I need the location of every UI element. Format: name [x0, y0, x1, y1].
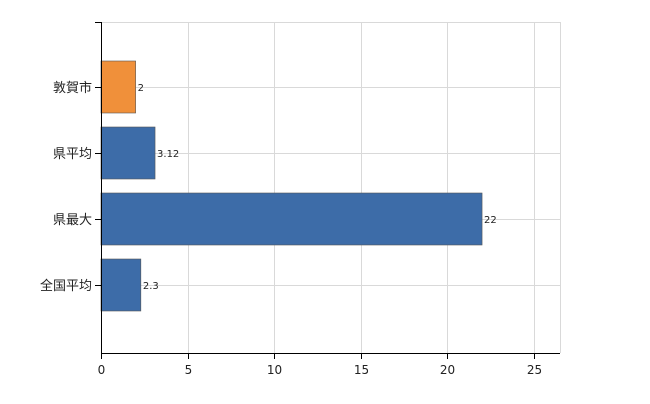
bar-2: [100, 192, 483, 246]
axes: [95, 22, 560, 359]
x-tick-label-4: 20: [440, 363, 455, 377]
x-tick-label-1: 5: [185, 363, 193, 377]
bar-0: [100, 60, 136, 114]
x-tick-label-3: 15: [354, 363, 369, 377]
category-label-3: 全国平均: [40, 278, 92, 294]
data-label-3: 2.3: [143, 281, 159, 292]
bar-1: [100, 126, 156, 180]
bars: [100, 60, 483, 312]
data-label-1: 3.12: [157, 149, 179, 160]
grid-lines: [101, 22, 561, 353]
category-label-0: 敦賀市: [53, 80, 92, 96]
data-label-2: 22: [484, 215, 497, 226]
category-label-1: 県平均: [53, 147, 92, 162]
x-tick-label-0: 0: [98, 363, 106, 377]
x-tick-label-2: 10: [267, 363, 282, 377]
data-label-0: 2: [138, 83, 144, 94]
x-tick-label-5: 25: [527, 363, 542, 377]
bar-3: [100, 258, 142, 312]
category-label-2: 県最大: [53, 213, 92, 228]
